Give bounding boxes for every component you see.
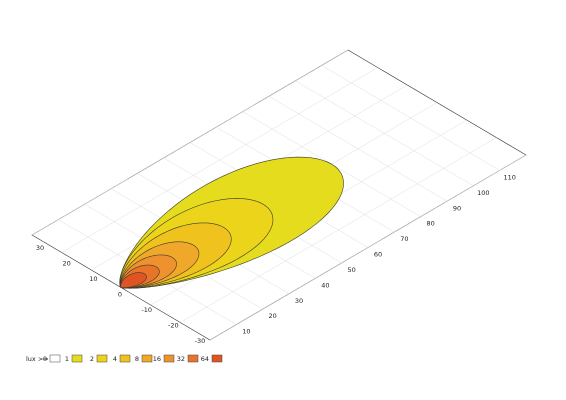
legend-label: 32 xyxy=(177,355,185,363)
legend-swatch xyxy=(211,354,223,363)
grid-line xyxy=(180,137,497,323)
x-tick-label: 50 xyxy=(348,266,356,274)
legend-swatch xyxy=(187,354,199,363)
legend-swatch xyxy=(96,354,108,363)
legend-swatch xyxy=(163,354,175,363)
y-tick-label: 10 xyxy=(89,275,97,283)
x-tick-label: 90 xyxy=(453,204,461,212)
y-tick-label: -10 xyxy=(141,306,152,314)
x-tick-label: 100 xyxy=(477,189,489,197)
y-tick-label: -20 xyxy=(168,322,179,330)
legend-swatch xyxy=(141,354,153,363)
y-tick-label: 0 xyxy=(118,291,122,299)
legend-swatch xyxy=(71,354,83,363)
legend-swatch xyxy=(49,354,61,363)
y-tick-label: 30 xyxy=(36,244,44,252)
legend-label: 1 xyxy=(65,355,69,363)
x-tick-label: 110 xyxy=(503,173,515,181)
contour xyxy=(120,272,147,289)
legend-label: 2 xyxy=(90,355,94,363)
x-tick-label: 70 xyxy=(400,235,408,243)
legend-label: 64 xyxy=(201,355,209,363)
legend-label: 16 xyxy=(153,355,161,363)
legend-title: lux >= xyxy=(26,355,49,363)
legend-swatch xyxy=(119,354,131,363)
x-tick-label: 30 xyxy=(295,297,303,305)
legend-label: 8 xyxy=(135,355,139,363)
x-tick-label: 60 xyxy=(374,251,382,259)
grid-line xyxy=(31,49,349,236)
y-tick-label: -30 xyxy=(195,337,206,345)
x-tick-label: 20 xyxy=(269,312,277,320)
grid-line xyxy=(61,67,378,253)
legend-label: 0 xyxy=(43,355,47,363)
x-tick-label: 40 xyxy=(321,281,329,289)
grid-line xyxy=(209,154,527,341)
legend-label: 4 xyxy=(113,355,117,363)
x-tick-label: 10 xyxy=(242,328,250,336)
y-tick-label: 20 xyxy=(63,260,71,268)
contours xyxy=(119,156,344,289)
x-tick-label: 80 xyxy=(427,220,435,228)
